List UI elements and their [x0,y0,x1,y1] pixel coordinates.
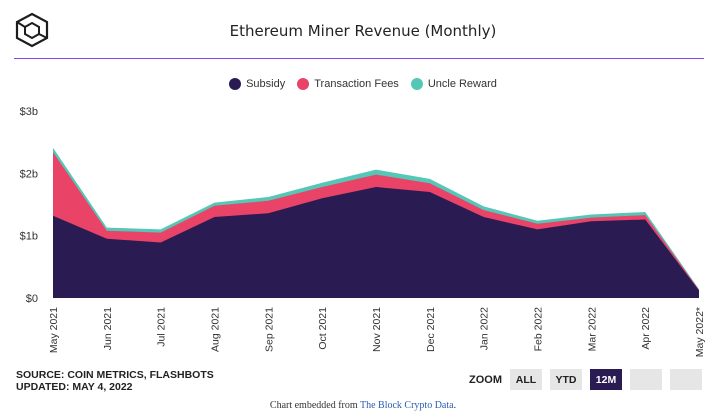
data-point-subsidy [375,186,377,188]
data-point-transaction-fees [591,217,593,219]
data-point-subsidy [268,212,270,214]
legend-marker-uncle-reward [410,78,423,90]
data-point-transaction-fees [483,209,485,211]
data-point-uncle-reward [375,169,377,171]
x-tick-label: Dec 2021 [425,307,437,352]
x-tick-label: Apr 2022 [640,307,652,350]
x-tick-label: Jul 2021 [156,307,168,347]
data-point-transaction-fees [160,232,162,234]
data-point-transaction-fees [644,214,646,216]
x-tick-label: May 2022* [694,307,706,357]
zoom-12m-button[interactable]: 12M [590,369,622,390]
legend-label: Uncle Reward [427,78,497,90]
embed-footer: Chart embedded from The Block Crypto Dat… [0,400,726,411]
chart-title: Ethereum Miner Revenue (Monthly) [229,22,497,40]
y-tick-label: $3b [20,106,38,118]
legend-item-transaction-fees[interactable]: Transaction Fees [297,78,399,90]
zoom-blank-button-2[interactable] [670,369,702,390]
data-point-transaction-fees [52,151,54,153]
area-subsidy [53,187,699,298]
data-point-subsidy [106,238,108,240]
x-tick-label: Mar 2022 [586,307,598,352]
zoom-label: ZOOM [469,373,502,386]
data-point-transaction-fees [537,223,539,225]
data-point-subsidy [591,221,593,223]
zoom-blank-button-1[interactable] [630,369,662,390]
footer-suffix: . [453,400,457,411]
data-point-transaction-fees [106,230,108,232]
data-point-uncle-reward [321,182,323,184]
data-point-uncle-reward [429,178,431,180]
data-point-uncle-reward [644,211,646,213]
footer-link[interactable]: The Block Crypto Data [359,400,454,411]
zoom-controls: ZOOM ALL YTD 12M [469,369,702,390]
y-tick-label: $1b [20,231,38,243]
x-tick-label: Feb 2022 [533,307,545,352]
source-line: SOURCE: COIN METRICS, FLASHBOTS [16,369,214,381]
x-tick-label: Aug 2021 [210,307,222,352]
data-point-subsidy [537,229,539,231]
x-tick-label: Sep 2021 [263,307,275,352]
data-point-transaction-fees [214,205,216,207]
data-point-uncle-reward [52,147,54,149]
x-tick-label: Nov 2021 [371,307,383,352]
data-point-subsidy [52,215,54,217]
legend-marker-transaction-fees [297,78,310,90]
x-tick-label: Oct 2021 [317,307,329,350]
legend-label: Transaction Fees [314,78,399,90]
zoom-all-button[interactable]: ALL [510,369,542,390]
data-point-uncle-reward [537,220,539,222]
x-tick-label: May 2021 [48,307,60,353]
data-point-subsidy [429,191,431,193]
data-point-uncle-reward [268,196,270,198]
data-point-uncle-reward [698,289,700,291]
data-point-subsidy [321,198,323,200]
data-point-subsidy [644,219,646,221]
data-point-uncle-reward [591,214,593,216]
legend-item-subsidy[interactable]: Subsidy [229,78,285,90]
zoom-ytd-button[interactable]: YTD [550,369,582,390]
legend-label: Subsidy [246,78,286,90]
chart-legend: Subsidy Transaction Fees Uncle Reward [0,78,726,90]
data-point-uncle-reward [483,206,485,208]
data-point-transaction-fees [268,200,270,202]
data-point-subsidy [483,216,485,218]
data-point-transaction-fees [321,186,323,188]
legend-item-uncle-reward[interactable]: Uncle Reward [410,78,497,90]
the-block-logo[interactable] [14,12,50,48]
data-point-uncle-reward [160,229,162,231]
data-point-uncle-reward [214,202,216,204]
updated-line: UPDATED: MAY 4, 2022 [16,381,133,393]
data-point-transaction-fees [375,174,377,176]
source-note: SOURCE: COIN METRICS, FLASHBOTS UPDATED:… [16,369,214,393]
data-point-subsidy [214,216,216,218]
y-tick-label: $2b [20,168,38,180]
x-tick-label: Jan 2022 [479,307,491,350]
footer-prefix: Chart embedded from [269,400,360,411]
y-tick-label: $0 [26,293,38,305]
data-point-subsidy [160,242,162,244]
x-tick-label: Jun 2021 [102,307,114,350]
data-point-transaction-fees [429,183,431,185]
title-divider [14,58,704,59]
legend-marker-subsidy [229,78,242,90]
data-point-uncle-reward [106,227,108,229]
